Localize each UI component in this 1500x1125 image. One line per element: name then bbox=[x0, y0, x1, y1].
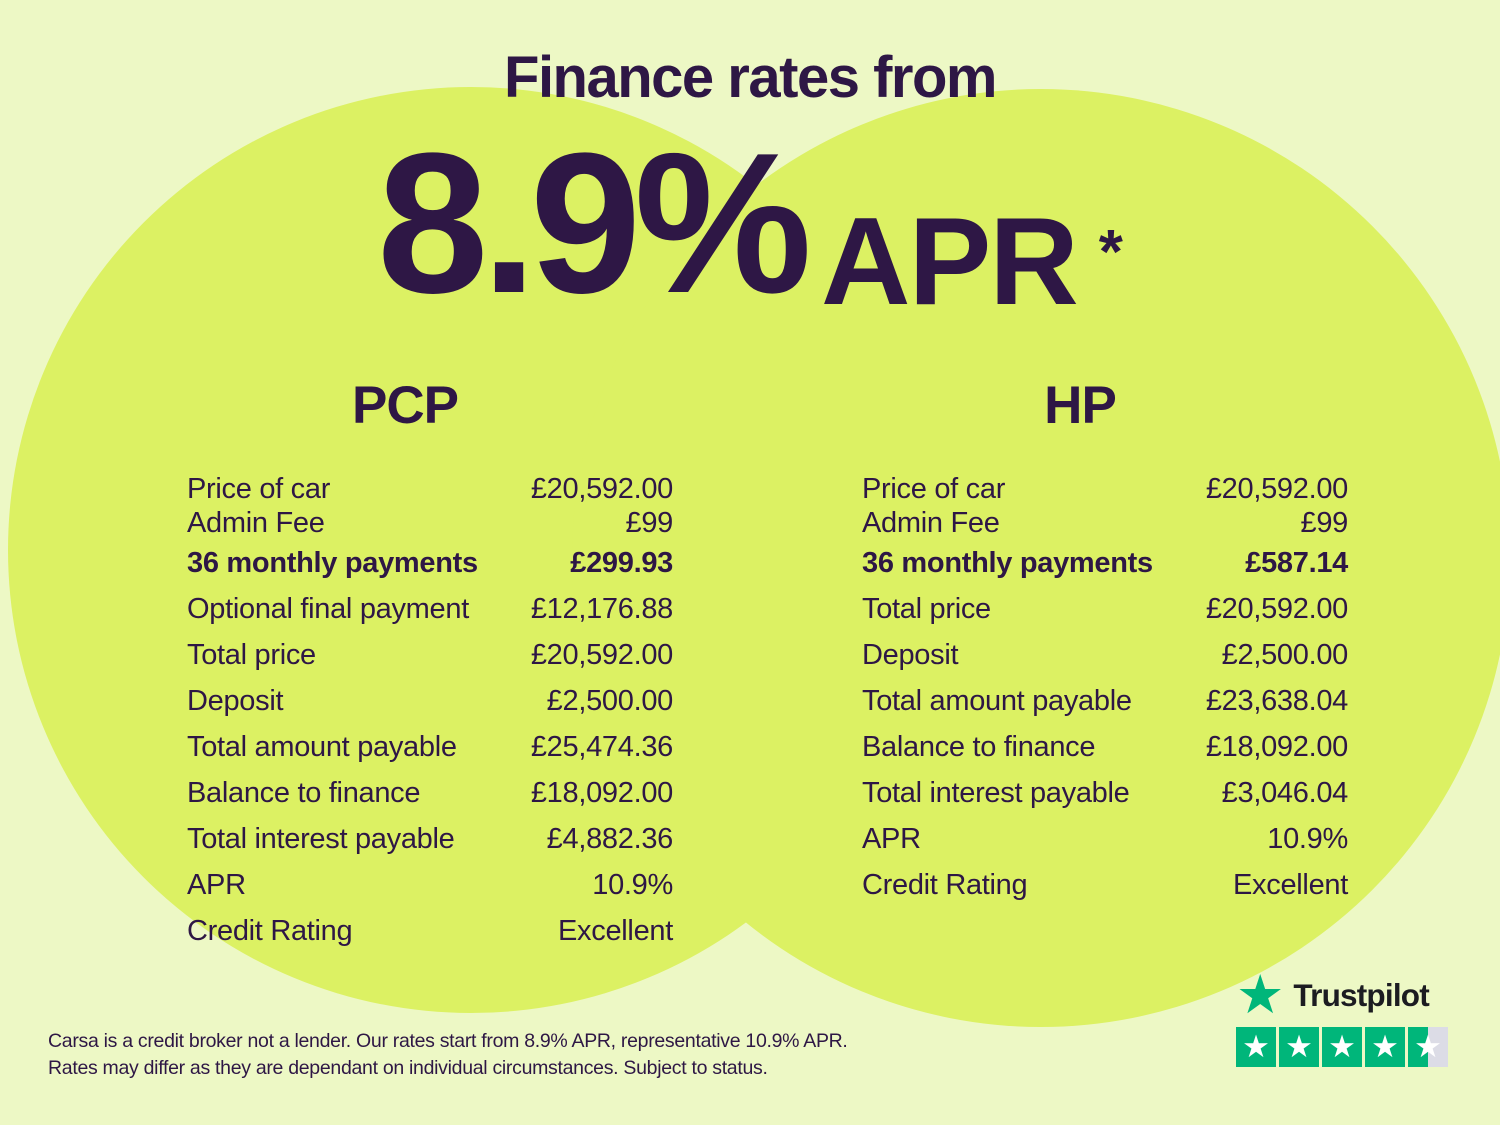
row-value: 10.9% bbox=[1267, 822, 1348, 855]
row-label: Total price bbox=[187, 638, 316, 671]
row-label: Total price bbox=[862, 592, 991, 625]
finance-table-pcp: PCP Price of car £20,592.00 Admin Fee £9… bbox=[187, 375, 673, 954]
table-row: Balance to finance £18,092.00 bbox=[187, 770, 673, 816]
table-row: Price of car £20,592.00 bbox=[862, 472, 1348, 506]
table-row: Credit Rating Excellent bbox=[187, 908, 673, 954]
row-label: 36 monthly payments bbox=[187, 546, 478, 579]
row-label: Total amount payable bbox=[187, 730, 457, 763]
table-row: Balance to finance £18,092.00 bbox=[862, 724, 1348, 770]
table-row: Deposit £2,500.00 bbox=[862, 632, 1348, 678]
row-value: £23,638.04 bbox=[1205, 684, 1348, 717]
row-value: £18,092.00 bbox=[1205, 730, 1348, 763]
row-label: Optional final payment bbox=[187, 592, 469, 625]
row-label: Admin Fee bbox=[187, 506, 325, 539]
finance-table-hp: HP Price of car £20,592.00 Admin Fee £99… bbox=[862, 375, 1348, 908]
disclaimer-line-1: Carsa is a credit broker not a lender. O… bbox=[48, 1030, 848, 1052]
table-row: Total interest payable £4,882.36 bbox=[187, 816, 673, 862]
disclaimer: Carsa is a credit broker not a lender. O… bbox=[48, 1028, 848, 1081]
row-label: Balance to finance bbox=[862, 730, 1096, 763]
background-circle-right bbox=[572, 89, 1500, 1027]
table-row: Total price £20,592.00 bbox=[862, 586, 1348, 632]
table-row: 36 monthly payments £587.14 bbox=[862, 540, 1348, 586]
page-title: Finance rates from bbox=[504, 45, 997, 110]
row-label: Admin Fee bbox=[862, 506, 1000, 539]
row-label: Credit Rating bbox=[862, 868, 1028, 901]
row-label: Deposit bbox=[862, 638, 959, 671]
row-label: Total interest payable bbox=[862, 776, 1130, 809]
row-value: £99 bbox=[1300, 506, 1349, 539]
trustpilot-star-box: ★ bbox=[1365, 1027, 1405, 1067]
star-icon: ★ bbox=[1371, 1029, 1399, 1064]
row-label: APR bbox=[187, 868, 246, 901]
table-row: Total interest payable £3,046.04 bbox=[862, 770, 1348, 816]
table-row: Price of car £20,592.00 bbox=[187, 472, 673, 506]
table-row: 36 monthly payments £299.93 bbox=[187, 540, 673, 586]
row-label: Total interest payable bbox=[187, 822, 455, 855]
star-icon: ★ bbox=[1242, 1029, 1270, 1064]
row-value: £99 bbox=[625, 506, 674, 539]
row-label: Balance to finance bbox=[187, 776, 421, 809]
rate-headline: 8.9% APR * bbox=[0, 112, 1500, 335]
rate-value: 8.9% bbox=[377, 112, 812, 335]
row-label: Price of car bbox=[187, 472, 331, 505]
table-row: Credit Rating Excellent bbox=[862, 862, 1348, 908]
row-value: Excellent bbox=[558, 914, 673, 947]
trustpilot-badge: ★ Trustpilot ★ ★ ★ ★ ★ bbox=[1236, 965, 1450, 1067]
apr-label: APR bbox=[821, 193, 1079, 331]
row-label: Price of car bbox=[862, 472, 1006, 505]
row-value: £3,046.04 bbox=[1221, 776, 1349, 809]
row-value: £25,474.36 bbox=[530, 730, 673, 763]
trustpilot-star-box: ★ bbox=[1408, 1027, 1448, 1067]
row-label: 36 monthly payments bbox=[862, 546, 1153, 579]
table-row: Admin Fee £99 bbox=[862, 506, 1348, 540]
table-row: Total amount payable £23,638.04 bbox=[862, 678, 1348, 724]
row-label: APR bbox=[862, 822, 921, 855]
row-label: Deposit bbox=[187, 684, 284, 717]
table-row: Deposit £2,500.00 bbox=[187, 678, 673, 724]
table-row: Total price £20,592.00 bbox=[187, 632, 673, 678]
row-label: Credit Rating bbox=[187, 914, 353, 947]
star-icon: ★ bbox=[1414, 1029, 1442, 1064]
row-value: £2,500.00 bbox=[1221, 638, 1349, 671]
row-value: £20,592.00 bbox=[1205, 472, 1348, 505]
table-row: APR 10.9% bbox=[187, 862, 673, 908]
trustpilot-stars: ★ ★ ★ ★ ★ bbox=[1236, 1027, 1450, 1067]
star-icon: ★ bbox=[1285, 1029, 1313, 1064]
table-row: Total amount payable £25,474.36 bbox=[187, 724, 673, 770]
row-value: £2,500.00 bbox=[546, 684, 674, 717]
row-value: £299.93 bbox=[570, 546, 673, 579]
apr-group: APR * bbox=[821, 200, 1123, 324]
row-label: Total amount payable bbox=[862, 684, 1132, 717]
trustpilot-star-box: ★ bbox=[1236, 1027, 1276, 1067]
row-value: £20,592.00 bbox=[530, 472, 673, 505]
row-value: £18,092.00 bbox=[530, 776, 673, 809]
trustpilot-star-box: ★ bbox=[1322, 1027, 1362, 1067]
row-value: £20,592.00 bbox=[530, 638, 673, 671]
trustpilot-star-box: ★ bbox=[1279, 1027, 1319, 1067]
table-row: Optional final payment £12,176.88 bbox=[187, 586, 673, 632]
row-value: £4,882.36 bbox=[546, 822, 674, 855]
table-row: APR 10.9% bbox=[862, 816, 1348, 862]
disclaimer-line-2: Rates may differ as they are dependant o… bbox=[48, 1056, 768, 1079]
trustpilot-star-icon: ★ bbox=[1236, 965, 1285, 1025]
row-value: £587.14 bbox=[1245, 546, 1348, 579]
apr-asterisk: * bbox=[1098, 218, 1123, 287]
row-value: £20,592.00 bbox=[1205, 592, 1348, 625]
row-value: 10.9% bbox=[592, 868, 673, 901]
star-icon: ★ bbox=[1328, 1029, 1356, 1064]
trustpilot-logo: ★ Trustpilot bbox=[1236, 965, 1450, 1025]
row-value: £12,176.88 bbox=[530, 592, 673, 625]
row-value: Excellent bbox=[1233, 868, 1348, 901]
trustpilot-wordmark: Trustpilot bbox=[1293, 976, 1429, 1013]
column-title-pcp: PCP bbox=[352, 376, 459, 435]
column-title-hp: HP bbox=[1044, 376, 1117, 435]
table-row: Admin Fee £99 bbox=[187, 506, 673, 540]
